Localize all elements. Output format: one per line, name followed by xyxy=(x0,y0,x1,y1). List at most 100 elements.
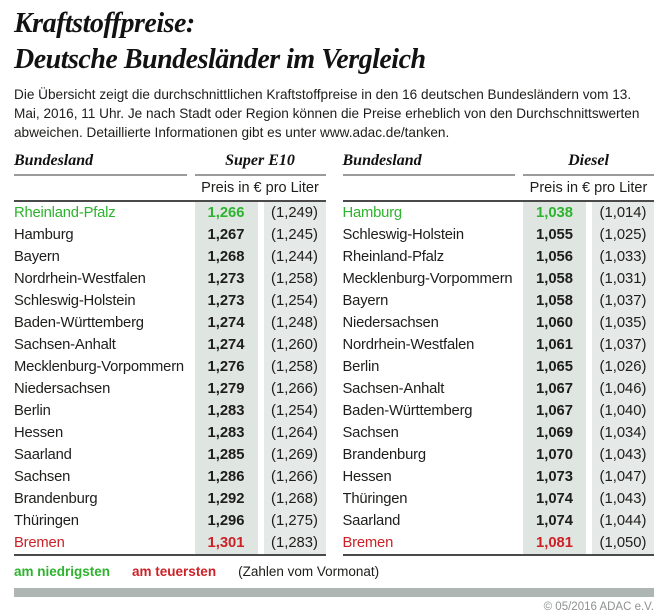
state-name: Hamburg xyxy=(14,226,74,243)
current-price: 1,060 xyxy=(523,311,586,334)
table-row: Nordrhein-Westfalen 1,061 (1,037) xyxy=(342,333,654,356)
current-price: 1,055 xyxy=(523,223,586,246)
table-row: Brandenburg 1,070 (1,043) xyxy=(342,443,654,466)
state-name: Thüringen xyxy=(14,512,79,529)
previous-month-price: (1,031) xyxy=(592,267,654,290)
table-row: Sachsen-Anhalt 1,067 (1,046) xyxy=(342,377,654,400)
state-name: Sachsen xyxy=(342,424,399,441)
current-price: 1,286 xyxy=(194,465,258,488)
table-row: Berlin 1,283 (1,254) xyxy=(14,399,326,422)
table-row: Saarland 1,074 (1,044) xyxy=(342,509,654,532)
state-name: Schleswig-Holstein xyxy=(14,292,136,309)
current-price: 1,073 xyxy=(523,465,586,488)
current-price: 1,276 xyxy=(194,355,258,378)
state-name: Niedersachsen xyxy=(342,314,439,331)
current-price: 1,074 xyxy=(523,487,586,510)
legend-highest: am teuersten xyxy=(132,563,217,579)
current-price: 1,069 xyxy=(523,421,586,444)
table-row: Bayern 1,268 (1,244) xyxy=(14,245,326,268)
footer-bar xyxy=(14,587,654,597)
previous-month-price: (1,025) xyxy=(592,223,654,246)
current-price: 1,266 xyxy=(194,201,258,224)
table-row: Schleswig-Holstein 1,055 (1,025) xyxy=(342,223,654,246)
current-price: 1,283 xyxy=(194,399,258,422)
previous-month-price: (1,046) xyxy=(592,377,654,400)
state-name: Mecklenburg-Vorpommern xyxy=(14,358,184,375)
previous-month-price: (1,026) xyxy=(592,355,654,378)
super-e10-table: Bundesland Super E10 Preis in € pro Lite… xyxy=(14,152,326,556)
current-price: 1,279 xyxy=(194,377,258,400)
previous-month-price: (1,266) xyxy=(263,465,326,488)
table-row: Hessen 1,283 (1,264) xyxy=(14,421,326,444)
header-divider xyxy=(342,173,654,176)
table-header: Bundesland Super E10 xyxy=(14,152,326,170)
previous-month-price: (1,258) xyxy=(263,267,326,290)
fuel-header: Super E10 xyxy=(225,151,295,169)
previous-month-price: (1,014) xyxy=(592,201,654,224)
state-name: Mecklenburg-Vorpommern xyxy=(342,270,513,287)
state-name: Saarland xyxy=(342,512,401,529)
previous-month-price: (1,043) xyxy=(592,443,654,466)
previous-month-price: (1,260) xyxy=(263,333,326,356)
state-name: Thüringen xyxy=(342,490,408,507)
table-body: Hamburg 1,038 (1,014) Schleswig-Holstein 1,0… xyxy=(342,201,654,556)
previous-month-price: (1,275) xyxy=(263,509,326,532)
table-row: Nordrhein-Westfalen 1,273 (1,258) xyxy=(14,267,326,290)
previous-month-price: (1,245) xyxy=(263,223,326,246)
table-row: Brandenburg 1,292 (1,268) xyxy=(14,487,326,510)
previous-month-price: (1,258) xyxy=(263,355,326,378)
current-price: 1,067 xyxy=(523,377,586,400)
state-name: Brandenburg xyxy=(14,490,98,507)
table-row: Berlin 1,065 (1,026) xyxy=(342,355,654,378)
state-name: Niedersachsen xyxy=(14,380,111,397)
state-name: Hessen xyxy=(14,424,63,441)
previous-month-price: (1,037) xyxy=(592,333,654,356)
table-row: Niedersachsen 1,279 (1,266) xyxy=(14,377,326,400)
intro-text: Die Übersicht zeigt die durchschnittlich… xyxy=(14,86,640,140)
current-price: 1,274 xyxy=(194,333,258,356)
previous-month-price: (1,034) xyxy=(592,421,654,444)
copyright: © 05/2016 ADAC e.V. xyxy=(543,600,654,613)
state-name: Brandenburg xyxy=(342,446,427,463)
name-header: Bundesland xyxy=(14,151,94,169)
table-row: Baden-Württemberg 1,067 (1,040) xyxy=(342,399,654,422)
legend-note: (Zahlen vom Vormonat) xyxy=(238,563,380,579)
current-price: 1,274 xyxy=(194,311,258,334)
table-header: Bundesland Diesel xyxy=(343,152,655,170)
page-title-line1: Kraftstoffpreise: xyxy=(14,8,195,39)
legend-lowest: am niedrigsten xyxy=(14,563,111,579)
state-name: Schleswig-Holstein xyxy=(342,226,465,243)
previous-month-price: (1,249) xyxy=(263,201,326,224)
unit-header-row: Preis in € pro Liter xyxy=(342,176,654,202)
table-row: Bremen 1,081 (1,050) xyxy=(343,531,654,554)
state-name: Bayern xyxy=(342,292,389,309)
state-name: Berlin xyxy=(342,358,380,375)
current-price: 1,067 xyxy=(523,399,586,422)
table-row: Mecklenburg-Vorpommern 1,058 (1,031) xyxy=(342,267,654,290)
price-tables: Bundesland Super E10 Preis in € pro Lite… xyxy=(14,152,654,556)
state-name: Hessen xyxy=(342,468,392,485)
current-price: 1,038 xyxy=(523,201,586,224)
table-row: Thüringen 1,296 (1,275) xyxy=(14,509,326,532)
current-price: 1,070 xyxy=(523,443,586,466)
current-price: 1,267 xyxy=(194,223,258,246)
state-name: Saarland xyxy=(14,446,72,463)
fuel-header: Diesel xyxy=(568,151,609,169)
state-name: Nordrhein-Westfalen xyxy=(342,336,475,353)
current-price: 1,292 xyxy=(194,487,258,510)
state-name: Sachsen-Anhalt xyxy=(342,380,445,397)
state-name: Sachsen xyxy=(14,468,71,485)
state-name: Bremen xyxy=(14,534,65,551)
price-unit-header: Preis in € pro Liter xyxy=(201,179,319,196)
current-price: 1,081 xyxy=(523,531,586,554)
table-row: Sachsen-Anhalt 1,274 (1,260) xyxy=(14,333,326,356)
table-row: Saarland 1,285 (1,269) xyxy=(14,443,326,466)
table-row: Hamburg 1,267 (1,245) xyxy=(14,223,326,246)
previous-month-price: (1,254) xyxy=(263,399,326,422)
table-row: Mecklenburg-Vorpommern 1,276 (1,258) xyxy=(14,355,326,378)
state-name: Sachsen-Anhalt xyxy=(14,336,116,353)
state-name: Baden-Württemberg xyxy=(342,402,473,419)
current-price: 1,058 xyxy=(523,289,586,312)
table-row: Niedersachsen 1,060 (1,035) xyxy=(342,311,654,334)
